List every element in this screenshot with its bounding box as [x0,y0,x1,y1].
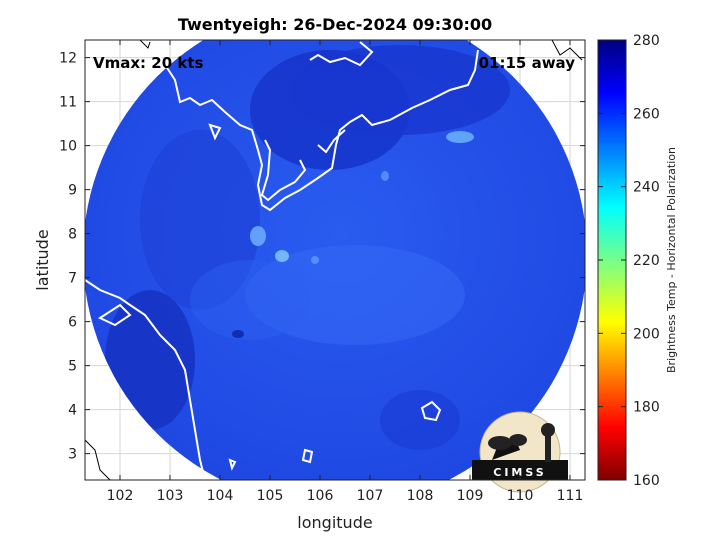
colorbar-tick-label: 220 [633,253,660,269]
colorbar-tick-label: 240 [633,180,660,196]
y-tick-label: 4 [68,403,77,419]
colorbar-ticks: 160 180 200 220 240 260 280 [598,33,660,489]
x-tick-label: 108 [407,488,434,504]
y-tick-label: 11 [59,95,77,111]
x-tick-label: 104 [207,488,234,504]
cimss-logo: CIMSS [472,411,568,493]
colorbar-tick-label: 280 [633,33,660,49]
x-axis: 102 103 104 105 106 107 108 109 110 111 [107,40,584,504]
plot-border [84,39,586,481]
vmax-label: Vmax: 20 kts [93,54,203,72]
colorbar-label: Brightness Temp - Horizontal Polarizatio… [665,147,678,373]
satellite-swath [85,40,585,480]
x-axis-label: longitude [297,513,372,532]
y-tick-label: 9 [68,183,77,199]
colorbar-tick-label: 200 [633,326,660,342]
x-tick-label: 109 [457,488,484,504]
y-axis: 3 4 5 6 7 8 9 10 11 12 [59,51,585,463]
colorbar-tick-label: 260 [633,106,660,122]
x-tick-label: 102 [107,488,134,504]
colorbar-tick-label: 180 [633,400,660,416]
y-tick-label: 6 [68,315,77,331]
colorbar-tick-label: 160 [633,473,660,489]
time-away-label: 01:15 away [479,54,576,72]
x-tick-label: 110 [507,488,534,504]
x-tick-label: 107 [357,488,384,504]
x-tick-label: 111 [557,488,584,504]
coastline-outside-swath [85,40,583,480]
y-tick-label: 7 [68,271,77,287]
y-tick-label: 3 [68,447,77,463]
coastline [85,41,479,480]
logo-text: CIMSS [493,466,546,479]
y-tick-label: 10 [59,139,77,155]
y-tick-label: 8 [68,227,77,243]
x-tick-label: 106 [307,488,334,504]
y-axis-label: latitude [33,229,52,290]
chart-title: Twentyeigh: 26-Dec-2024 09:30:00 [178,15,492,34]
y-tick-label: 12 [59,51,77,67]
x-tick-label: 103 [157,488,184,504]
colorbar: 160 180 200 220 240 260 280 Brightness Temp - … [597,33,678,489]
x-tick-label: 105 [257,488,284,504]
y-tick-label: 5 [68,359,77,375]
